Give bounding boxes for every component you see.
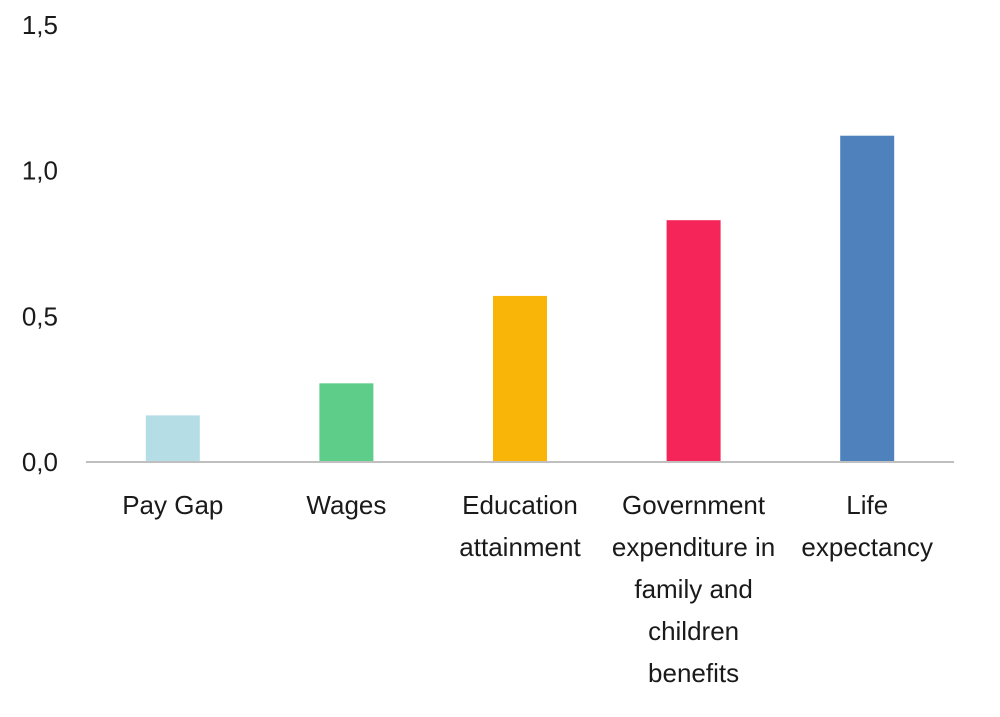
x-category-label-line: attainment — [459, 532, 581, 562]
y-tick-label: 1,5 — [22, 10, 58, 40]
y-tick-label: 0,5 — [22, 301, 58, 331]
bar — [840, 135, 895, 462]
bar — [666, 220, 721, 462]
x-category-label: Wages — [306, 490, 386, 520]
x-category-label: Education attainment — [459, 490, 581, 562]
x-category-label-line: Education — [462, 490, 578, 520]
x-category-label-line: family and — [634, 574, 753, 604]
x-category-label: Pay Gap — [122, 490, 223, 520]
bar — [319, 383, 374, 462]
y-tick-label: 0,0 — [22, 447, 58, 477]
x-category-label-line: benefits — [648, 658, 739, 688]
x-category-label-line: Life — [846, 490, 888, 520]
x-category-label: Life expectancy — [801, 490, 933, 562]
x-category-label-line: children — [648, 616, 739, 646]
y-axis-tick-labels: 0,0 0,5 1,0 1,5 — [22, 10, 58, 477]
y-tick-label: 1,0 — [22, 156, 58, 186]
x-category-label-line: Government — [622, 490, 766, 520]
x-category-label-line: Wages — [306, 490, 386, 520]
x-category-label-line: expenditure in — [612, 532, 775, 562]
bar — [493, 295, 547, 462]
x-category-label: Government expenditure in family and childr… — [612, 490, 775, 688]
bars — [145, 135, 895, 462]
x-category-label-line: Pay Gap — [122, 490, 223, 520]
bar — [145, 415, 200, 462]
x-category-label-line: expectancy — [801, 532, 933, 562]
x-axis-category-labels: Pay Gap Wages Education attainment Governmen… — [122, 490, 933, 688]
